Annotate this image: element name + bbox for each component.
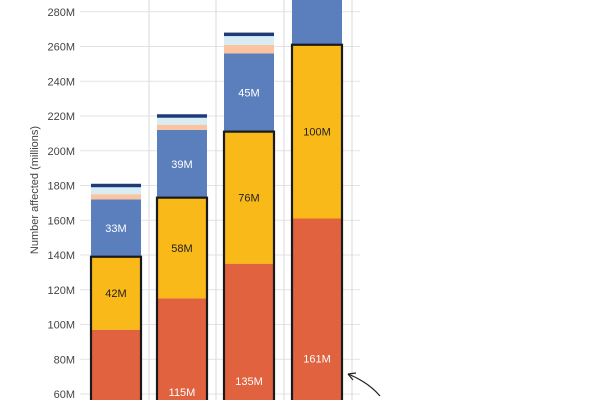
y-axis-title: Number affected (millions) — [29, 126, 41, 254]
bar-outline — [290, 43, 344, 400]
y-tick-label: 80M — [54, 354, 75, 366]
bar-segment — [91, 183, 141, 188]
y-tick-label: 100M — [47, 320, 75, 332]
bar-outline — [222, 130, 276, 400]
data-label: 161M — [303, 353, 331, 365]
y-tick-label: 160M — [47, 215, 75, 227]
data-label: 42M — [105, 288, 126, 300]
bar-segment — [157, 117, 207, 125]
y-tick-label: 120M — [47, 285, 75, 297]
y-tick-label: 180M — [47, 181, 75, 193]
data-label: 135M — [235, 376, 263, 388]
bar-outline — [89, 255, 143, 400]
segment-labels: 42M 33M 115M 58M 39M 135M 76M 45M 161M 100M — [105, 88, 330, 399]
data-label: 33M — [105, 223, 126, 235]
bar-segment — [292, 44, 342, 219]
bar-outline — [155, 196, 209, 400]
y-tick-label: 240M — [47, 76, 75, 88]
bar-segment — [91, 199, 141, 257]
y-tick-label: 140M — [47, 250, 75, 262]
data-label: 100M — [303, 127, 331, 139]
bar-segment — [157, 114, 207, 118]
bar-segment — [157, 197, 207, 299]
y-tick-label: 260M — [47, 42, 75, 54]
bar-segment — [157, 124, 207, 130]
data-label: 39M — [171, 159, 192, 171]
bar-segment — [292, 218, 342, 400]
bars — [91, 0, 342, 400]
bar-segment — [224, 53, 274, 132]
y-tick-label: 280M — [47, 7, 75, 19]
bar-segment — [224, 32, 274, 37]
bar-segment — [292, 0, 342, 45]
bar-segment — [224, 36, 274, 45]
data-label: 58M — [171, 243, 192, 255]
data-label: 76M — [238, 193, 259, 205]
y-tick-label: 200M — [47, 146, 75, 158]
annotation-arrow-head — [347, 372, 357, 381]
bar-segment — [91, 187, 141, 195]
bar-segment — [224, 44, 274, 54]
y-tick-label: 220M — [47, 111, 75, 123]
bar-segment — [224, 131, 274, 264]
bar-segment — [91, 329, 141, 400]
data-label: 115M — [169, 387, 196, 399]
bar-segment — [224, 263, 274, 400]
data-label: 45M — [238, 88, 259, 100]
bar-segment — [91, 256, 141, 330]
annotation-arrow — [347, 372, 381, 397]
bar-segment — [157, 298, 207, 400]
bar-outlines — [89, 43, 344, 400]
bar-segment — [157, 129, 207, 198]
y-axis: 60M 80M 100M 120M 140M 160M 180M 200M 220M 240M 26… — [47, 7, 75, 400]
annotation-arrow-line — [347, 373, 381, 397]
y-tick-label: 60M — [54, 389, 75, 400]
bar-segment — [91, 194, 141, 200]
